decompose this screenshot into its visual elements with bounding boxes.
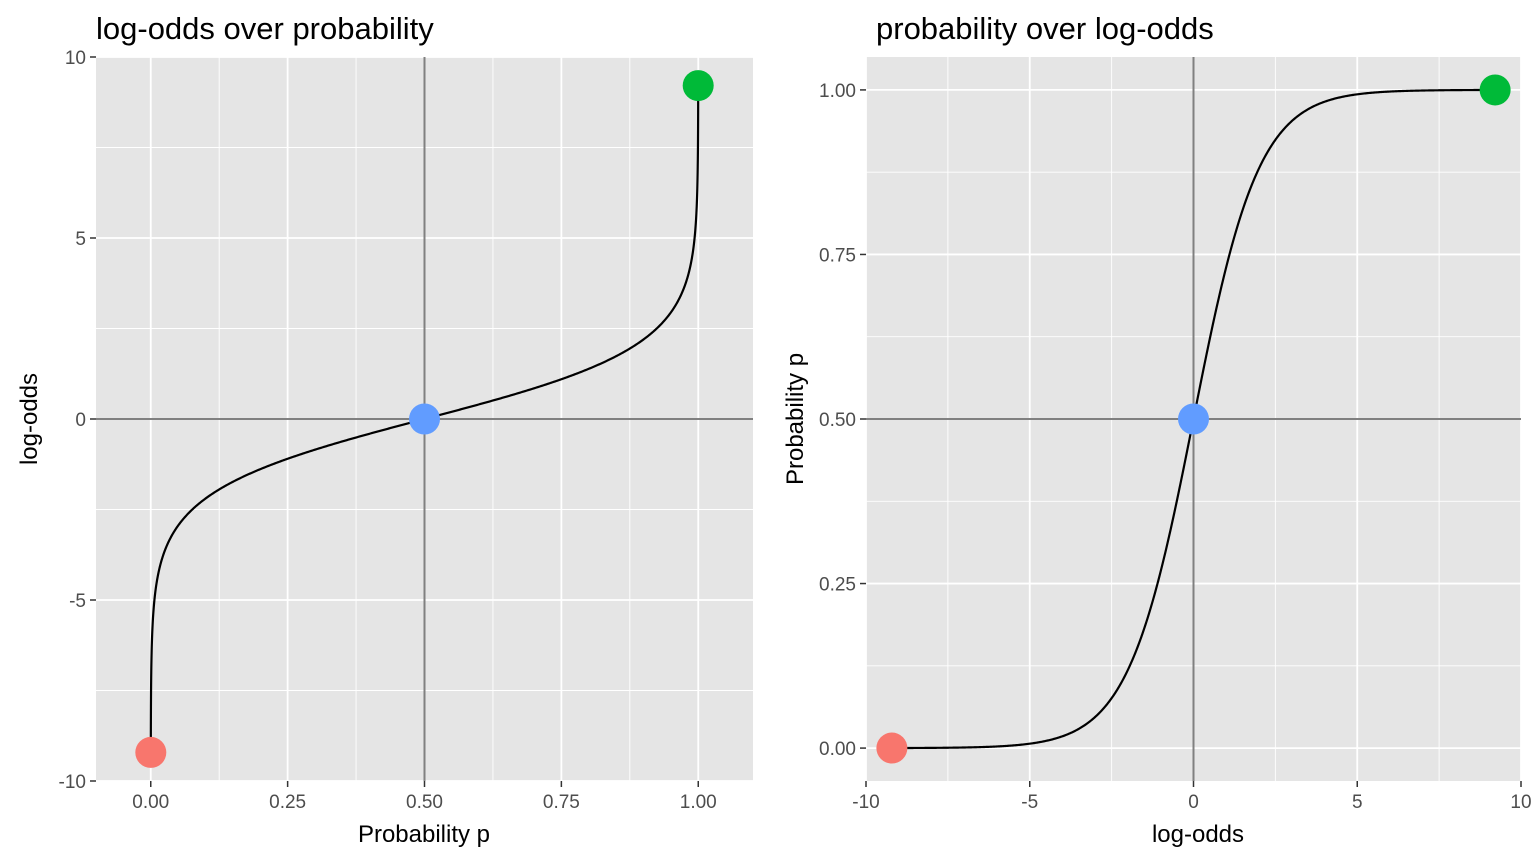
right-y-tick-label: 0.25 — [819, 575, 856, 596]
left-x-tick-label: 0.75 — [543, 792, 580, 813]
left-min-point — [135, 736, 167, 768]
left-mid-point — [409, 403, 440, 435]
left-x-tick-label: 0.00 — [132, 792, 169, 813]
right-y-tick-label: 1.00 — [819, 81, 856, 102]
right-x-tick-label: -10 — [852, 792, 879, 813]
left-chart-title: log-odds over probability — [96, 11, 434, 46]
right-y-tick-label: 0.50 — [819, 410, 856, 431]
right-axis-ticks: -10 -5 0 5 10 0.00 0.25 0.50 0.75 1.00 — [819, 81, 1532, 813]
right-y-tick-label: 0.75 — [819, 245, 856, 266]
right-y-axis-title: Probability p — [782, 353, 809, 485]
right-mid-point — [1178, 403, 1209, 435]
right-chart-title: probability over log-odds — [876, 11, 1214, 46]
right-min-point — [876, 732, 908, 764]
left-y-tick-label: -5 — [69, 591, 86, 612]
left-max-point — [682, 70, 714, 102]
left-axis-ticks: 0.00 0.25 0.50 0.75 1.00 -10 -5 0 5 10 — [59, 48, 717, 813]
left-x-axis-title: Probability p — [358, 821, 490, 848]
left-y-tick-label: 0 — [75, 410, 86, 431]
right-x-tick-label: 10 — [1510, 792, 1531, 813]
right-x-tick-label: 0 — [1188, 792, 1199, 813]
left-y-tick-label: -10 — [59, 772, 86, 793]
left-chart: log-odds over probability 0.00 0.25 0.50 0.… — [16, 11, 753, 848]
left-x-tick-label: 0.50 — [406, 792, 443, 813]
left-x-tick-label: 0.25 — [269, 792, 306, 813]
left-points — [135, 70, 714, 768]
right-chart: probability over log-odds -10 -5 0 5 10 0.00 0… — [782, 11, 1532, 848]
right-max-point — [1479, 74, 1511, 106]
right-x-tick-label: -5 — [1021, 792, 1038, 813]
left-y-tick-label: 5 — [75, 229, 86, 250]
left-x-tick-label: 1.00 — [680, 792, 717, 813]
right-y-tick-label: 0.00 — [819, 739, 856, 760]
left-y-tick-label: 10 — [65, 48, 86, 69]
right-points — [876, 74, 1511, 764]
right-x-axis-title: log-odds — [1152, 821, 1244, 848]
left-y-axis-title: log-odds — [16, 373, 43, 465]
right-x-tick-label: 5 — [1352, 792, 1363, 813]
